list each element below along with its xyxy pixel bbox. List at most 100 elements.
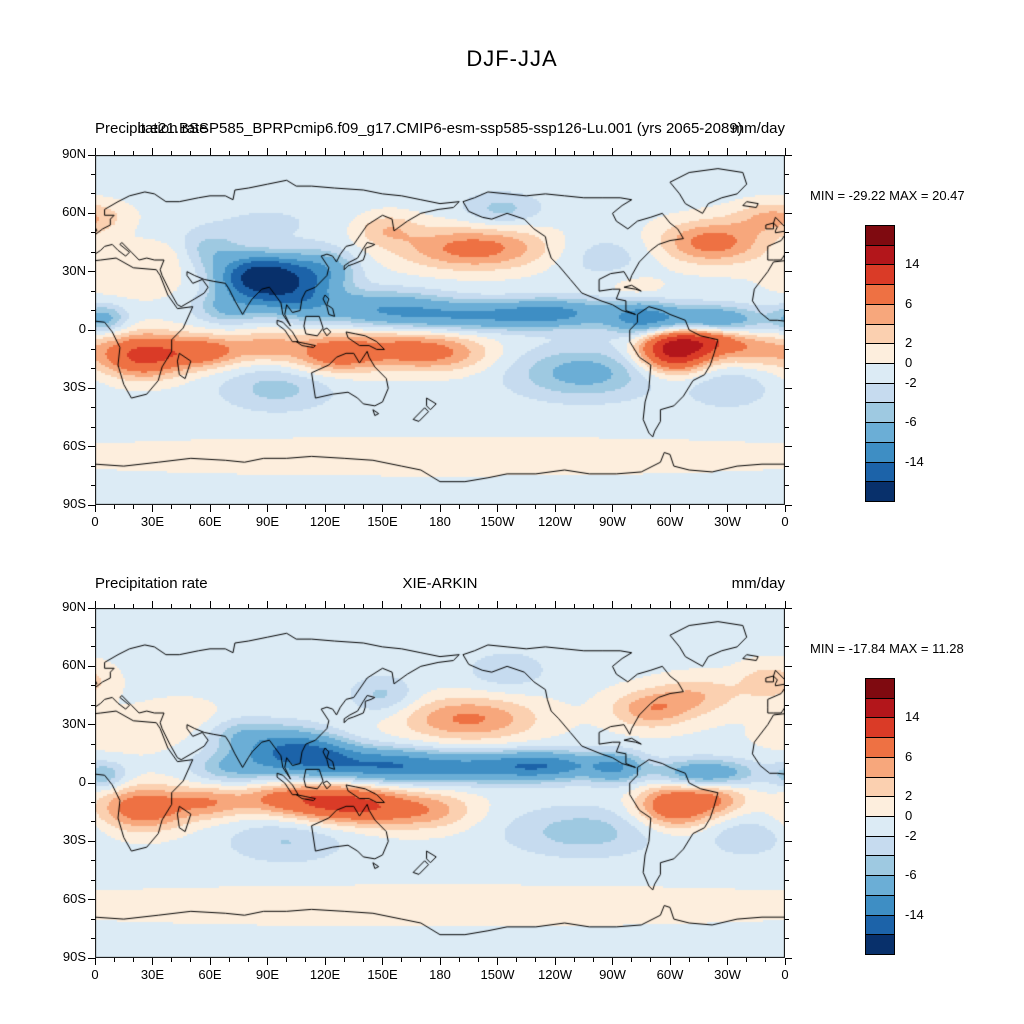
axis-tick bbox=[228, 604, 230, 608]
axis-tick bbox=[91, 426, 95, 428]
axis-tick bbox=[152, 148, 153, 155]
axis-tick bbox=[190, 604, 192, 608]
axis-tick bbox=[497, 505, 498, 512]
map-plot: 0 30E 60E 90E 120E 150E 180 150W 120W 90W 60W 30W 0 9… bbox=[62, 146, 792, 529]
colorbar-tick-label: 6 bbox=[905, 295, 913, 311]
colorbar: 14 6 2 0 -2 -6 -14 bbox=[865, 678, 975, 956]
axis-tick bbox=[420, 604, 422, 608]
axis-tick bbox=[88, 899, 95, 901]
axis-tick bbox=[785, 782, 792, 784]
lon-tick-label: 60W bbox=[656, 514, 684, 529]
axis-tick bbox=[669, 148, 671, 155]
axis-tick bbox=[727, 601, 728, 608]
lon-tick-label: 120W bbox=[538, 514, 572, 529]
axis-tick bbox=[785, 212, 792, 214]
axis-tick bbox=[94, 505, 96, 512]
axis-tick bbox=[631, 604, 633, 608]
colorbar-box bbox=[865, 835, 895, 857]
colorbar-box bbox=[865, 441, 895, 463]
axis-tick bbox=[746, 151, 748, 155]
axis-tick bbox=[247, 151, 249, 155]
axis-tick bbox=[785, 154, 792, 156]
colorbar-box bbox=[865, 323, 895, 345]
axis-tick bbox=[439, 505, 441, 512]
axis-tick bbox=[592, 958, 594, 962]
colorbar-box bbox=[865, 225, 895, 246]
axis-tick bbox=[785, 840, 792, 842]
lat-tick-label: 30S bbox=[62, 379, 86, 395]
axis-tick bbox=[784, 148, 786, 155]
axis-tick bbox=[785, 232, 789, 234]
axis-tick bbox=[91, 232, 95, 234]
axis-tick bbox=[91, 173, 95, 175]
axis-tick bbox=[785, 743, 789, 745]
axis-tick bbox=[152, 958, 153, 965]
axis-tick bbox=[343, 151, 345, 155]
lon-tick-label: 90W bbox=[599, 514, 626, 529]
axis-tick bbox=[785, 626, 789, 628]
colorbar-box bbox=[865, 382, 895, 404]
axis-tick bbox=[343, 604, 345, 608]
axis-tick bbox=[765, 604, 767, 608]
axis-tick bbox=[784, 958, 786, 965]
minmax-label: MIN = -17.84 MAX = 11.28 bbox=[810, 641, 964, 656]
lon-tick-label: 120E bbox=[309, 967, 341, 982]
lon-tick-label: 120E bbox=[309, 514, 341, 529]
axis-tick bbox=[477, 151, 479, 155]
lat-tick-label: 30N bbox=[62, 262, 86, 278]
axis-tick bbox=[88, 665, 95, 667]
axis-tick bbox=[592, 505, 594, 509]
axis-tick bbox=[171, 604, 173, 608]
axis-tick bbox=[497, 601, 498, 608]
axis-tick bbox=[785, 957, 792, 959]
axis-tick bbox=[88, 840, 95, 842]
axis-tick bbox=[343, 505, 345, 509]
axis-tick bbox=[91, 918, 95, 920]
axis-tick bbox=[91, 821, 95, 823]
colorbar-box bbox=[865, 914, 895, 936]
axis-tick bbox=[650, 505, 652, 509]
axis-tick bbox=[420, 958, 422, 962]
lat-tick-label: 30N bbox=[62, 715, 86, 731]
axis-tick bbox=[746, 958, 748, 962]
lat-tick-label: 60S bbox=[62, 890, 86, 906]
colorbar-box bbox=[865, 303, 895, 325]
axis-tick bbox=[688, 151, 690, 155]
axis-tick bbox=[91, 685, 95, 687]
axis-tick bbox=[535, 958, 537, 962]
figure-title: DJF-JJA bbox=[466, 46, 558, 71]
axis-tick bbox=[228, 958, 230, 962]
axis-tick bbox=[91, 879, 95, 881]
axis-tick bbox=[343, 958, 345, 962]
axis-tick bbox=[91, 251, 95, 253]
axis-tick bbox=[152, 601, 153, 608]
lon-tick-label: 150E bbox=[367, 967, 398, 982]
axis-tick bbox=[707, 505, 709, 509]
lat-tick-label: 0 bbox=[78, 321, 86, 336]
axis-tick bbox=[612, 148, 613, 155]
axis-tick bbox=[267, 958, 268, 965]
colorbar-tick-label: -2 bbox=[905, 827, 917, 843]
axis-tick bbox=[305, 505, 307, 509]
axis-tick bbox=[209, 958, 211, 965]
axis-tick bbox=[785, 193, 789, 195]
axis-tick bbox=[267, 148, 268, 155]
axis-tick bbox=[439, 148, 441, 155]
axis-tick bbox=[362, 958, 364, 962]
axis-tick bbox=[91, 310, 95, 312]
dataset-title: XIE-ARKIN bbox=[402, 575, 478, 592]
axis-tick bbox=[94, 958, 96, 965]
axis-tick bbox=[497, 958, 498, 965]
lat-tick-label: 90S bbox=[62, 949, 86, 964]
axis-tick bbox=[247, 505, 249, 509]
colorbar-box bbox=[865, 756, 895, 778]
axis-tick bbox=[765, 958, 767, 962]
axis-tick bbox=[785, 860, 789, 862]
colorbar-box bbox=[865, 894, 895, 916]
axis-tick bbox=[324, 958, 326, 965]
axis-tick bbox=[91, 407, 95, 409]
lon-tick-label: 90E bbox=[255, 514, 280, 529]
axis-tick bbox=[91, 763, 95, 765]
lat-tick-label: 0 bbox=[78, 774, 86, 789]
axis-tick bbox=[785, 348, 789, 350]
